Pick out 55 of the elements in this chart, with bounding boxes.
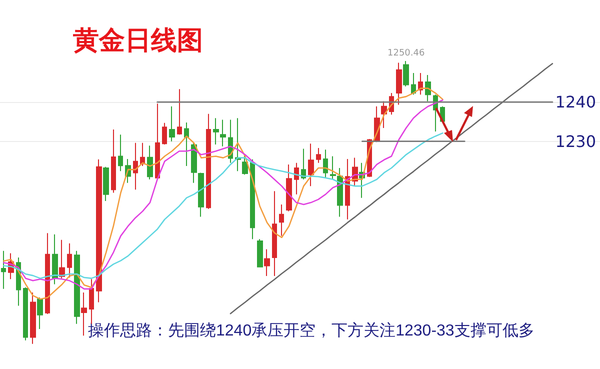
annotation: 1250.46 [387,48,425,59]
candlestick [286,164,292,212]
candlestick [198,172,204,218]
candlestick [103,166,109,202]
candlestick [59,239,65,279]
candlestick [133,142,138,190]
candlestick [67,242,72,278]
candlestick [213,118,219,145]
candlestick [118,134,123,172]
candlestick [242,154,248,176]
candlestick [147,145,153,180]
candlestick [169,106,175,142]
candlestick [111,129,116,194]
line-series [230,62,554,314]
text: 黄金日线图 [72,25,203,55]
candlestick [162,122,167,145]
candlestick [257,238,263,268]
candlestick [155,103,160,180]
candlestick [23,286,28,341]
line-series [3,132,444,279]
candlestick [74,250,80,324]
candlestick [45,232,50,315]
candlestick [330,156,336,180]
y-tick-label: 1230 [555,132,596,151]
candlestick [272,190,277,276]
candlestick [96,158,102,303]
candlestick [323,149,328,178]
candlestick [250,158,255,240]
candlestick [396,62,402,106]
candlestick [30,292,36,344]
candlestick [37,297,43,330]
candlestick [308,143,314,187]
annotation: 操作思路：先围绕1240承压开空，下方关注1230-33支撑可低多 [88,322,534,340]
candlestick [191,142,197,184]
y-tick-label: 1240 [555,92,596,112]
candlestick [294,162,299,195]
candlestick [316,147,321,164]
candlestick [220,119,226,147]
candlestick [264,248,270,276]
candlestick [184,122,189,167]
candlestick [140,142,145,167]
candlestick [403,60,409,87]
candlestick [337,168,343,218]
candlestick [1,250,6,290]
candlestick [411,72,416,96]
candlestick [89,278,94,324]
candlestick [206,113,211,210]
candlestick [177,88,182,136]
candlestick [235,118,241,172]
candlestick [301,148,306,180]
candlestick [381,100,387,128]
candlestick [425,74,431,102]
candlestick [279,204,284,236]
candlestick [52,234,58,285]
candlestick [81,292,87,336]
